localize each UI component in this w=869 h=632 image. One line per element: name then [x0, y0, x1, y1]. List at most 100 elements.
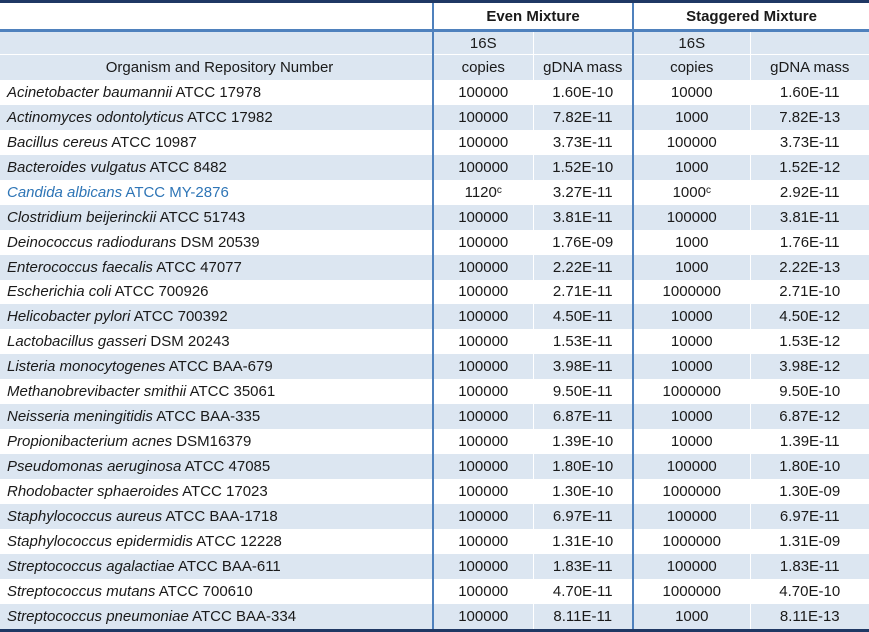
table-row: Bacteroides vulgatus ATCC 8482 100000 1.… [0, 154, 869, 180]
staggered-gdna-mass-value: 8.11E-13 [779, 607, 840, 625]
even-gdna-mass-value: 1.31E-10 [552, 532, 614, 550]
even-16s-copies-cell: 100000 [432, 429, 533, 455]
repository-number: ATCC 12228 [196, 532, 282, 550]
staggered-gdna-mass-value: 1.31E-09 [779, 532, 841, 550]
even-16s-copies-cell: 100000 [432, 154, 533, 180]
staggered-16s-copies-value: 10000 [670, 333, 713, 351]
staggered-16s-copies-value: 10000 [670, 358, 713, 376]
organism-name: Neisseria meningitidis [7, 408, 153, 426]
organism-name: Enterococcus faecalis [7, 258, 153, 276]
repository-number: ATCC MY-2876 [125, 183, 229, 201]
staggered-gdna-mass-cell: 1.83E-11 [749, 553, 869, 579]
staggered-16s-copies-value: 100000 [666, 458, 717, 476]
staggered-16s-copies-value: 1000 [675, 108, 709, 126]
even-16s-copies-value: 100000 [458, 258, 509, 276]
organism-name: Lactobacillus gasseri [7, 333, 147, 351]
staggered-gdna-mass-value: 1.76E-11 [779, 233, 840, 251]
even-gdna-mass-cell: 7.82E-11 [532, 104, 633, 130]
even-gdna-mass-cell: 3.81E-11 [532, 204, 633, 230]
staggered-gdna-mass-value: 3.81E-11 [779, 208, 840, 226]
even-16s-copies-value: 100000 [458, 557, 509, 575]
staggered-16s-copies-value: 1000 [675, 258, 709, 276]
even-gdna-mass-cell: 1.53E-11 [532, 329, 633, 355]
even-gdna-mass-value: 2.71E-11 [552, 283, 613, 301]
staggered-16s-copies-value: 10000 [670, 433, 713, 451]
staggered-16s-copies-value: 1000 [675, 158, 709, 176]
even-16s-copies-value: 100000 [458, 458, 509, 476]
staggered-gdna-mass-cell: 1.80E-10 [749, 454, 869, 479]
staggered-16s-copies-cell: 10000 [632, 354, 750, 380]
staggered-gdna-mass-cell: 6.87E-12 [749, 404, 869, 430]
even-gdna-mass-value: 3.73E-11 [552, 133, 613, 151]
table-row: Rhodobacter sphaeroides ATCC 17023 10000… [0, 479, 869, 504]
even-16s-copies-value: 100000 [458, 607, 509, 625]
even-gdna-mass-cell: 1.30E-10 [532, 479, 633, 504]
staggered-gdna-mass-cell: 6.97E-11 [749, 503, 869, 529]
even-gdna-mass-value: 1.52E-10 [552, 158, 614, 176]
staggered-16s-copies-cell: 10000 [632, 404, 750, 430]
staggered-gdna-mass-cell: 4.50E-12 [749, 304, 869, 330]
organism-cell: Helicobacter pylori ATCC 700392 [0, 304, 433, 329]
staggered-gdna-mass-cell: 1.60E-11 [749, 80, 869, 105]
staggered-16s-copies-value: 100000 [666, 133, 717, 151]
even-16s-copies-value: 100000 [458, 433, 509, 451]
even-16s-copies-cell: 100000 [432, 279, 533, 305]
staggered-mixture-header: Staggered Mixture [632, 1, 869, 32]
table-row: Helicobacter pylori ATCC 700392 100000 4… [0, 304, 869, 330]
table-row: Lactobacillus gasseri DSM 20243 100000 1… [0, 329, 869, 355]
staggered-16s-copies-cell: 100000 [632, 454, 750, 479]
staggered-gdna-spacer [749, 30, 869, 55]
staggered-16s-copies-cell: 100000 [632, 553, 750, 579]
staggered-gdna-mass-value: 1.83E-11 [779, 557, 840, 575]
even-gdna-mass-value: 8.11E-11 [553, 607, 613, 625]
organism-cell: Neisseria meningitidis ATCC BAA-335 [0, 404, 433, 429]
staggered-gdna-mass-value: 3.98E-12 [779, 358, 841, 376]
organism-name: Bacteroides vulgatus [7, 158, 147, 176]
staggered-gdna-mass-value: 4.70E-10 [779, 582, 841, 600]
mixture-header-row: Even Mixture Staggered Mixture [0, 1, 869, 32]
organism-cell: Staphylococcus epidermidis ATCC 12228 [0, 529, 433, 554]
even-gdna-mass-cell: 3.73E-11 [532, 129, 633, 155]
staggered-16s-copies-value: 1000 [675, 607, 709, 625]
staggered-16s-copies-cell: 100000 [632, 129, 750, 155]
even-16s-copies-value: 100000 [458, 233, 509, 251]
table-row: Acinetobacter baumannii ATCC 17978 10000… [0, 80, 869, 105]
even-16s-copies-cell: 100000 [432, 479, 533, 504]
organism-column-header: Organism and Repository Number [0, 54, 433, 80]
even-16s-copies-cell: 100000 [432, 229, 533, 255]
table-row: Bacillus cereus ATCC 10987 100000 3.73E-… [0, 129, 869, 155]
repository-number: ATCC 17023 [182, 482, 268, 500]
staggered-gdna-mass-cell: 1.30E-09 [749, 479, 869, 504]
staggered-16s-copies-cell: 1000000 [632, 578, 750, 604]
organism-name: Clostridium beijerinckii [7, 208, 157, 226]
empty-organism-cell [0, 30, 433, 55]
organism-name: Streptococcus mutans [7, 582, 156, 600]
organism-name: Bacillus cereus [7, 133, 108, 151]
staggered-16s-copies-cell: 10000 [632, 80, 750, 105]
staggered-16s-copies-cell: 100000 [632, 204, 750, 230]
organism-cell: Streptococcus pneumoniae ATCC BAA-334 [0, 604, 433, 631]
organism-name: Escherichia coli [7, 283, 112, 301]
staggered-gdna-mass-value: 6.87E-12 [779, 408, 841, 426]
staggered-16s-copies-value: 100000 [666, 557, 717, 575]
even-gdna-mass-value: 1.83E-11 [552, 557, 613, 575]
organism-cell: Listeria monocytogenes ATCC BAA-679 [0, 354, 433, 379]
organism-cell: Deinococcus radiodurans DSM 20539 [0, 230, 433, 255]
organism-name: Actinomyces odontolyticus [7, 108, 184, 126]
repository-number: ATCC 47085 [184, 458, 271, 476]
even-16s-copies-cell: 100000 [432, 578, 533, 604]
table-row: Candida albicans ATCC MY-2876 1120c 3.27… [0, 179, 869, 205]
organism-cell: Propionibacterium acnes DSM16379 [0, 429, 433, 454]
even-16s-copies-cell: 100000 [432, 379, 533, 405]
repository-number: ATCC 700926 [114, 283, 209, 301]
staggered-gdna-mass-cell: 1.76E-11 [749, 229, 869, 255]
even-16s-copies-value: 100000 [458, 383, 509, 401]
footnote-superscript: c [705, 184, 711, 196]
staggered-16s-copies-cell: 1000 [632, 104, 750, 130]
repository-number: ATCC 8482 [149, 158, 227, 176]
table-row: Propionibacterium acnes DSM16379 100000 … [0, 429, 869, 455]
repository-number: ATCC BAA-335 [156, 408, 261, 426]
staggered-gdna-mass-value: 9.50E-10 [779, 383, 841, 401]
table-header: Even Mixture Staggered Mixture 16S 16S O… [0, 1, 869, 80]
even-16s-copies-value: 100000 [458, 308, 509, 326]
